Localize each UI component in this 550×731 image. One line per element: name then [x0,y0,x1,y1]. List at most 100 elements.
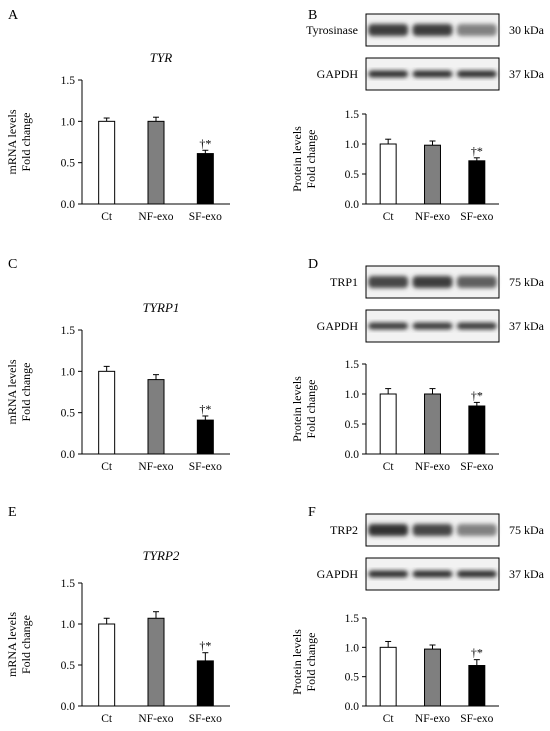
y-tick-label: 1.5 [61,325,76,337]
x-tick-label: SF-exo [189,211,222,223]
y-axis-label: mRNA levels [5,612,19,677]
panel-letter: A [8,8,19,23]
western-blot-gapdh: GAPDH 37 kDa [317,309,545,343]
bar-ct [379,393,397,455]
gene-title: TYR [150,50,172,65]
y-axis-label: Protein levels [290,376,304,442]
blot-band [412,322,453,330]
y-tick-label: 1.0 [345,389,360,401]
y-axis-label: mRNA levels [5,109,19,174]
blot-label: GAPDH [317,67,359,81]
western-blot-target: TRP1 75 kDa [330,265,545,299]
bar-chart: 0.0 0.5 1.0 1.5 mRNA levels Fold change Ct NF-e… [5,75,230,223]
y-axis-label: Fold change [304,633,318,692]
bar-nf-exo [424,144,441,205]
y-tick-label: 1.0 [345,642,360,654]
y-axis-label: Fold change [304,380,318,439]
significance-mark: †* [199,639,211,653]
y-axis-label: Fold change [19,113,33,172]
western-blot-target: Tyrosinase 30 kDa [306,13,545,47]
x-tick-label: Ct [383,713,395,725]
bar-chart: 0.0 0.5 1.0 1.5 Protein levels Fold change Ct N… [290,613,499,725]
blot-band [412,524,453,536]
x-tick-label: Ct [383,461,395,473]
y-tick-label: 0.0 [345,199,360,211]
y-tick-label: 0.5 [61,660,76,672]
western-blot-target: TRP2 75 kDa [330,513,545,547]
y-axis-label: Protein levels [290,126,304,192]
blot-band [456,570,497,578]
blot-band [412,276,453,288]
x-tick-label: SF-exo [460,461,493,473]
x-tick-label: Ct [101,211,113,223]
bar-sf-exo [468,405,486,455]
significance-mark: †* [199,402,211,416]
bar-sf-exo [468,665,486,707]
x-tick-label: NF-exo [138,211,173,223]
significance-mark: †* [471,388,483,402]
blot-label: Tyrosinase [306,23,358,37]
blot-band [456,322,497,330]
y-axis-label: Protein levels [290,629,304,695]
blot-band [368,322,409,330]
bar-chart: 0.0 0.5 1.0 1.5 Protein levels Fold change Ct N… [290,109,499,223]
y-tick-label: 1.0 [61,366,76,378]
panel-letter: F [308,505,316,520]
bar-nf-exo [147,379,165,455]
blot-label: GAPDH [317,567,359,581]
y-tick-label: 1.5 [61,578,76,590]
western-blot-gapdh: GAPDH 37 kDa [317,557,545,591]
y-tick-label: 1.5 [61,75,76,87]
y-tick-label: 1.0 [61,116,76,128]
x-tick-label: SF-exo [189,461,222,473]
x-tick-label: SF-exo [460,713,493,725]
x-tick-label: SF-exo [189,713,222,725]
bar-sf-exo [196,419,214,455]
x-tick-label: SF-exo [460,211,493,223]
y-axis-label: mRNA levels [5,359,19,424]
blot-band [412,70,453,78]
blot-band [456,276,497,288]
x-tick-label: NF-exo [138,461,173,473]
y-tick-label: 0.5 [61,158,76,170]
panel-letter: B [308,8,317,23]
y-tick-label: 0.0 [61,449,76,461]
blot-label: TRP2 [330,523,358,537]
y-tick-label: 0.5 [345,672,360,684]
x-tick-label: NF-exo [415,211,450,223]
panel-c: C TYRP1 0.0 0.5 1.0 1.5 mRNA levels Fold change… [5,257,230,473]
x-tick-label: Ct [101,461,113,473]
panel-e: E TYRP2 0.0 0.5 1.0 1.5 mRNA levels Fold change… [5,505,230,725]
blot-band [368,276,409,288]
blot-band [456,524,497,536]
bar-ct [98,370,116,455]
blot-band [368,70,409,78]
y-axis-label: Fold change [19,615,33,674]
panel-d: D TRP1 75 kDa GAPDH 37 kDa 0.0 0.5 1.0 1.5 Protei… [290,257,545,473]
bar-nf-exo [147,617,165,707]
gene-title: TYRP2 [143,548,180,563]
bar-ct [98,120,116,205]
y-tick-label: 1.5 [345,109,360,121]
bar-sf-exo [468,160,486,205]
y-tick-label: 0.5 [345,419,360,431]
y-tick-label: 1.0 [61,619,76,631]
x-tick-label: Ct [383,211,395,223]
bar-sf-exo [196,153,214,205]
bar-chart: 0.0 0.5 1.0 1.5 mRNA levels Fold change Ct NF-e… [5,578,230,725]
blot-band [456,24,497,36]
y-tick-label: 0.5 [345,169,360,181]
y-tick-label: 1.5 [345,359,360,371]
blot-kda: 75 kDa [509,275,545,289]
bar-chart: 0.0 0.5 1.0 1.5 mRNA levels Fold change Ct NF-e… [5,325,230,473]
x-tick-label: NF-exo [138,713,173,725]
y-tick-label: 0.0 [345,701,360,713]
blot-kda: 75 kDa [509,523,545,537]
y-tick-label: 0.0 [345,449,360,461]
panel-letter: D [308,257,318,272]
bar-ct [379,646,397,707]
panel-f: F TRP2 75 kDa GAPDH 37 kDa 0.0 0.5 1.0 1.5 Protei… [290,505,545,725]
blot-label: TRP1 [330,275,358,289]
